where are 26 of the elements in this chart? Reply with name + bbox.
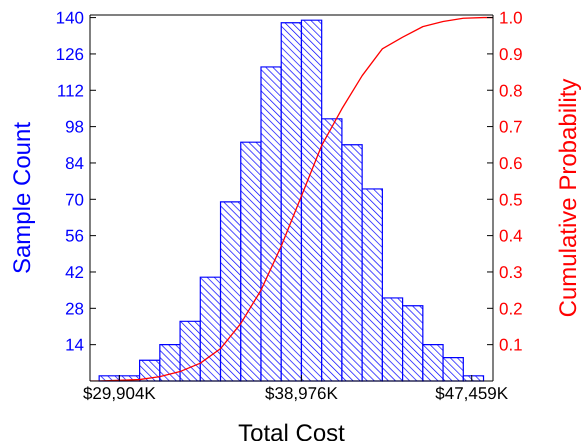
y-tick-label: 84 [65,154,84,173]
y2-tick-label: 0.1 [499,336,523,355]
x-tick-label: $47,459K [435,384,509,404]
y-tick-label: 70 [65,190,84,210]
y-tick-label: 28 [65,299,84,318]
y2-tick-label: 1.0 [499,8,523,28]
x-tick-label: $29,904K [82,384,156,404]
y-tick-label: 126 [56,44,84,64]
y-tick-label: 42 [65,263,84,282]
y2-axis-title: Cumulative Probability [555,78,581,318]
y2-tick-label: 0.2 [499,299,523,318]
y-axis-title: Sample Count [9,122,36,274]
y-tick-label: 140 [56,8,84,28]
y-tick-label: 112 [56,81,84,100]
y2-tick-label: 0.9 [499,44,523,64]
y2-tick-label: 0.5 [499,190,523,210]
y2-tick-label: 0.7 [499,118,523,137]
y2-tick-label: 0.8 [499,81,523,100]
y-tick-label: 98 [65,118,84,137]
x-axis-title: Total Cost [238,420,346,441]
y2-tick-label: 0.3 [499,263,523,282]
x-tick-label: $38,976K [265,384,339,404]
y-tick-label: 14 [65,336,84,355]
y-tick-label: 56 [65,226,84,246]
y2-tick-label: 0.4 [499,226,523,246]
y2-tick-label: 0.6 [499,154,523,173]
